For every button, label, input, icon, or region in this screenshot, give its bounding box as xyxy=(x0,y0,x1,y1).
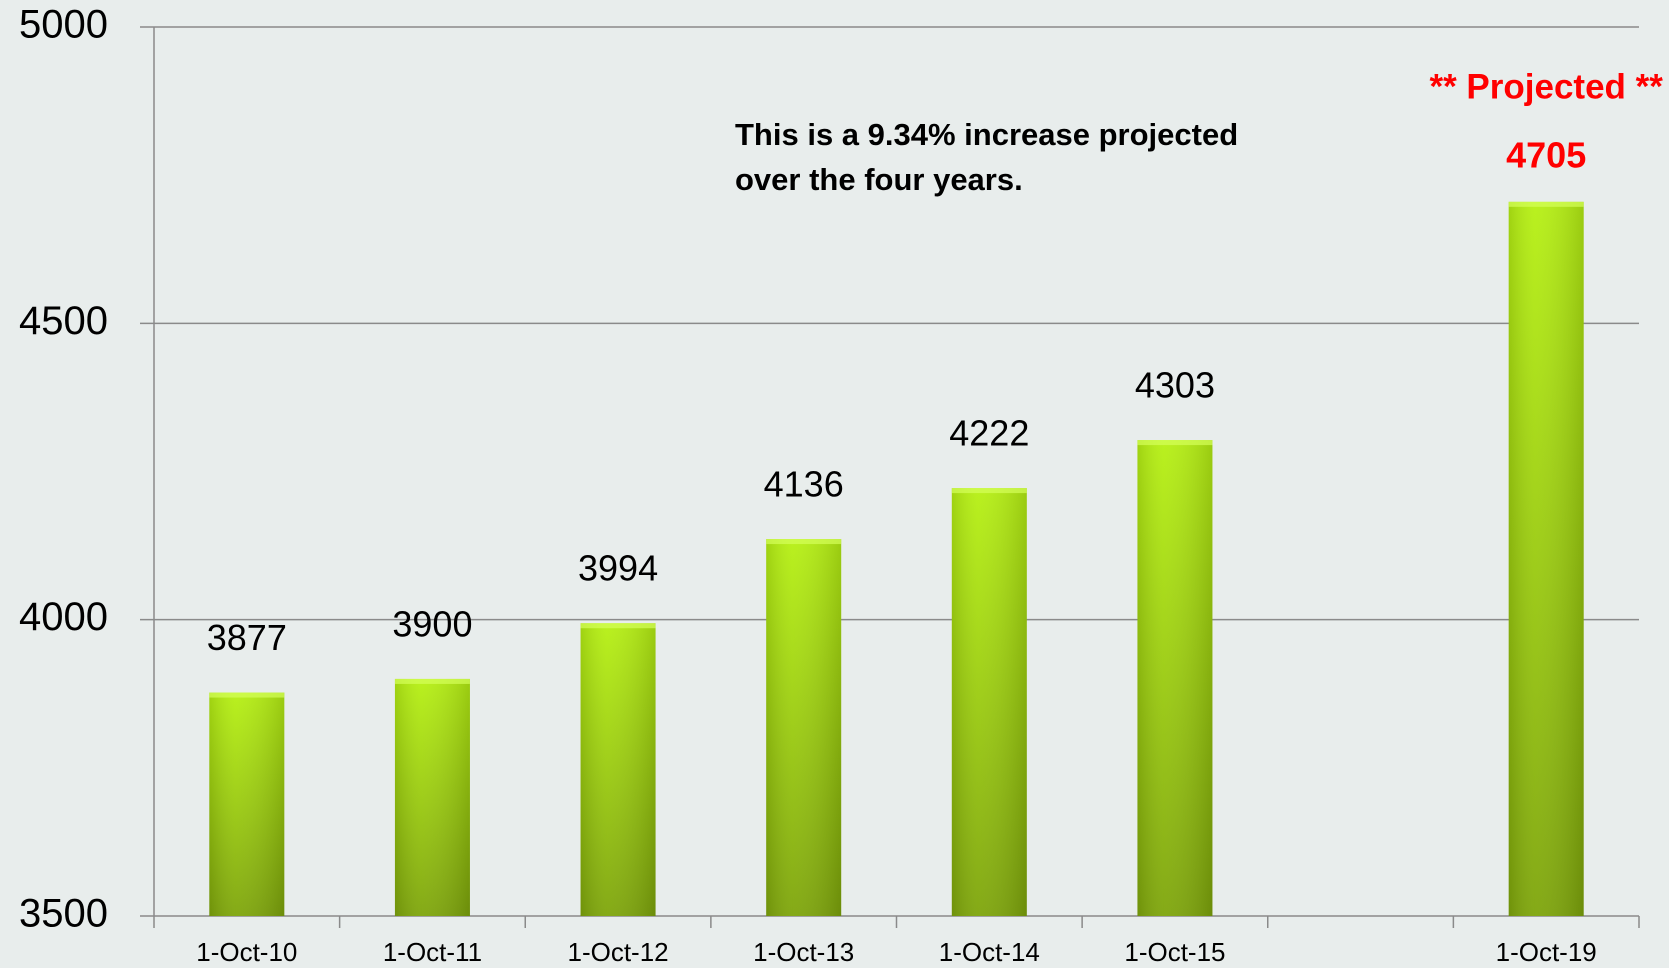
projected-label: ** Projected ** xyxy=(1429,67,1663,106)
y-tick-label: 4000 xyxy=(19,595,108,639)
data-label: 4222 xyxy=(949,413,1029,454)
x-tick-label: 1-Oct-12 xyxy=(567,937,668,967)
bar-shade xyxy=(1508,201,1584,916)
annotation: over the four years. xyxy=(735,162,1023,197)
y-tick-label: 4500 xyxy=(19,299,108,343)
x-tick-label: 1-Oct-19 xyxy=(1496,937,1597,967)
data-label: 3994 xyxy=(578,548,658,589)
y-tick-label: 5000 xyxy=(19,3,108,47)
annotation: This is a 9.34% increase projected xyxy=(735,117,1238,152)
x-tick-label: 1-Oct-15 xyxy=(1124,937,1225,967)
bar-shade xyxy=(209,692,285,916)
bar-shade xyxy=(951,488,1027,916)
x-tick-label: 1-Oct-10 xyxy=(196,937,297,967)
bar-top xyxy=(1137,440,1213,446)
data-label: 3877 xyxy=(207,617,287,658)
bar-top xyxy=(209,692,285,698)
bar-shade xyxy=(394,678,470,916)
data-label: 4705 xyxy=(1506,134,1586,175)
data-label: 4303 xyxy=(1135,365,1215,406)
data-label: 4136 xyxy=(764,464,844,505)
bar-shade xyxy=(580,623,656,916)
y-tick-label: 3500 xyxy=(19,892,108,936)
x-tick-label: 1-Oct-11 xyxy=(383,937,482,967)
bar-shade xyxy=(766,539,842,916)
bar-shade xyxy=(1137,440,1213,916)
data-label: 3900 xyxy=(392,603,472,644)
bar-top xyxy=(951,488,1027,494)
x-tick-label: 1-Oct-13 xyxy=(753,937,854,967)
bar-top xyxy=(1508,201,1584,207)
bar-top xyxy=(580,623,656,629)
bar-top xyxy=(766,539,842,545)
x-tick-label: 1-Oct-14 xyxy=(939,937,1040,967)
bar-top xyxy=(394,678,470,684)
